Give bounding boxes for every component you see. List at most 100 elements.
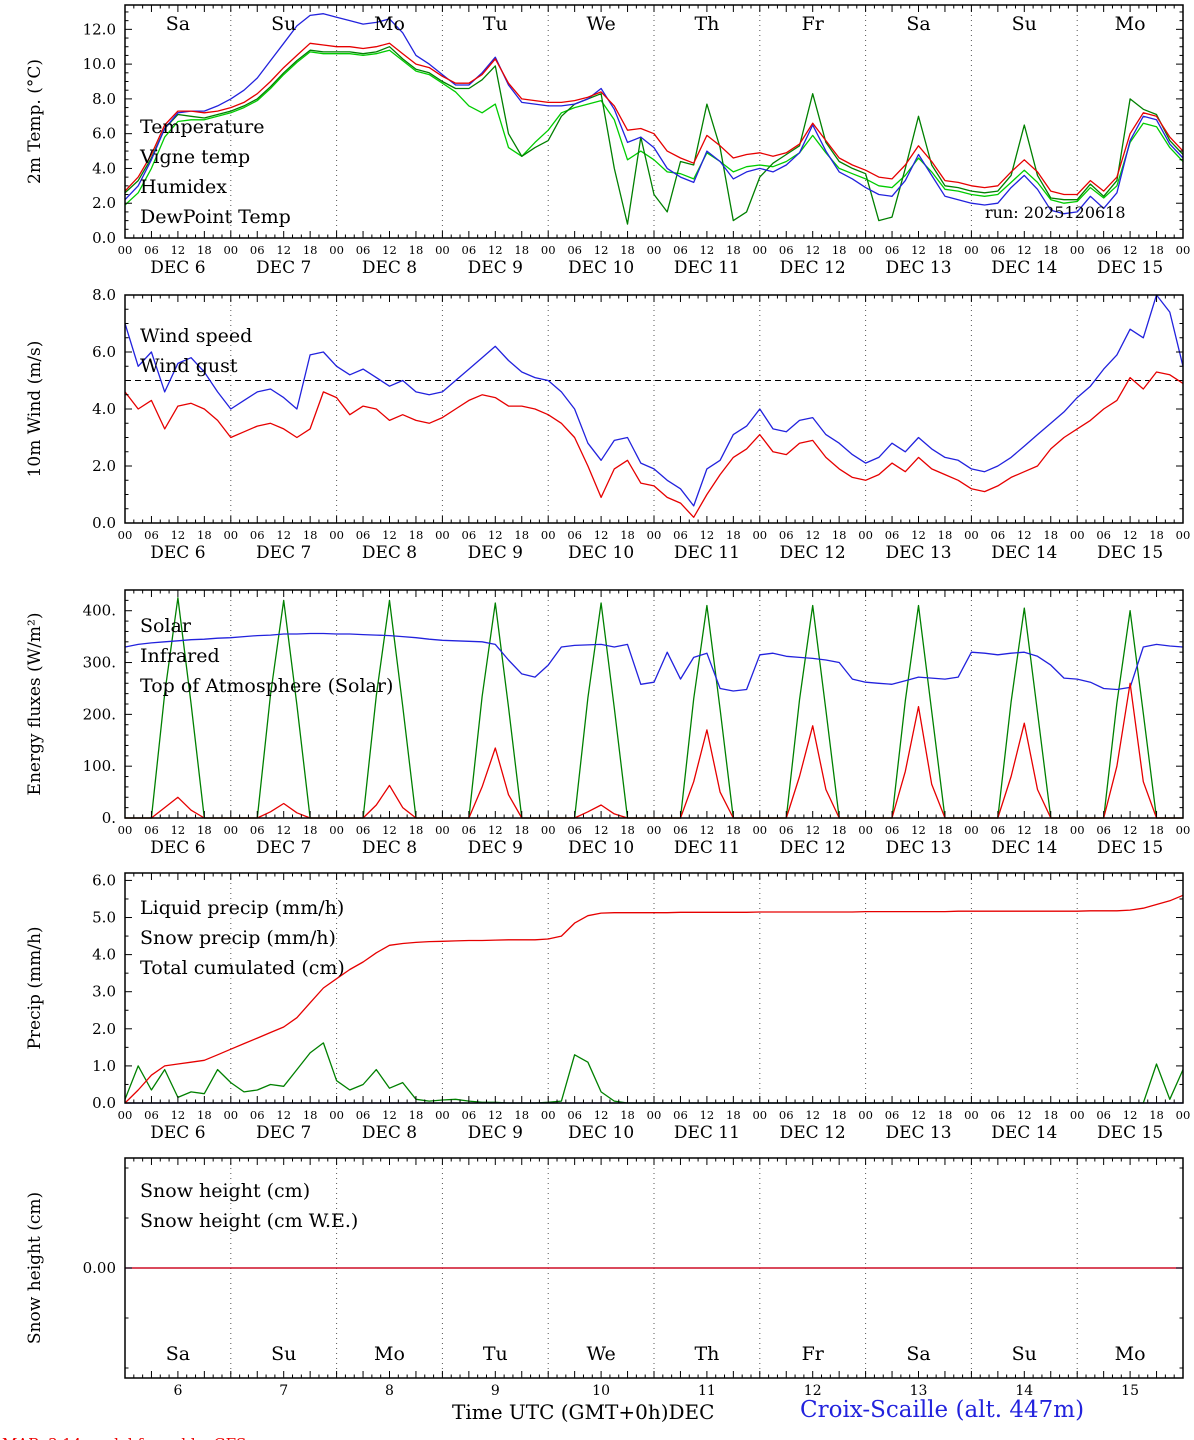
day-label: DEC 9: [468, 1123, 523, 1143]
day-label: DEC 15: [1097, 838, 1163, 858]
panel-wind: 0.0 2.0 4.0 6.0 8.0 00 06 12 18 00 06 12 18 00 06 12 18 0…: [25, 286, 1190, 563]
time-axis-title: Time UTC (GMT+0h)DEC: [452, 1400, 714, 1424]
day-label: DEC 6: [150, 1123, 205, 1143]
y-tick-label: 0.0: [92, 1094, 116, 1112]
hour-label: 12: [171, 528, 186, 542]
hour-label: 18: [832, 243, 847, 257]
hour-label: 18: [726, 528, 741, 542]
hour-label: 18: [1043, 528, 1058, 542]
y-axis-title: 2m Temp. (°C): [25, 59, 45, 184]
hour-label: 00: [329, 823, 344, 837]
hour-label: 00: [647, 243, 662, 257]
hour-label: 06: [991, 528, 1006, 542]
hour-label: 12: [911, 243, 926, 257]
hour-label: 12: [1123, 823, 1138, 837]
weekday-label: Mo: [1115, 1343, 1146, 1365]
hour-label: 06: [991, 823, 1006, 837]
weekday-label: Th: [694, 13, 719, 35]
hour-label: 12: [276, 528, 291, 542]
hour-label: 18: [303, 1108, 318, 1122]
hour-label: 18: [620, 243, 635, 257]
day-label: DEC 8: [362, 1123, 417, 1143]
hour-label: 00: [752, 528, 767, 542]
day-label: DEC 14: [991, 543, 1057, 563]
day-label: DEC 8: [362, 258, 417, 278]
hour-label: 06: [779, 528, 794, 542]
hour-label: 18: [1149, 243, 1164, 257]
hour-label: 06: [567, 823, 582, 837]
hour-label: 00: [1070, 1108, 1085, 1122]
hour-label: 18: [409, 243, 424, 257]
y-tick-label: 12.0: [83, 20, 116, 38]
hour-label: 00: [329, 243, 344, 257]
legend-top-of-atmosphere-solar: Top of Atmosphere (Solar): [140, 675, 393, 697]
hour-label: 00: [752, 1108, 767, 1122]
weekday-label: Fr: [802, 13, 825, 35]
time-axis-title-text: Time UTC (GMT+0h): [452, 1400, 669, 1424]
weekday-label: Su: [1012, 13, 1037, 35]
hour-label: 12: [382, 528, 397, 542]
y-tick-label: 2.0: [92, 457, 116, 475]
day-label: DEC 10: [568, 838, 634, 858]
hour-label: 12: [805, 243, 820, 257]
hour-label: 06: [144, 528, 159, 542]
y-tick-label: 400.: [83, 602, 116, 620]
hour-label: 12: [805, 528, 820, 542]
hour-label: 00: [329, 1108, 344, 1122]
hour-label: 06: [673, 528, 688, 542]
hour-label: 12: [488, 823, 503, 837]
series-total-cumulated: [124, 894, 1184, 1104]
y-tick-label: 6.0: [92, 871, 116, 889]
day-number-label: 7: [279, 1383, 288, 1399]
plot-frame: [124, 589, 1184, 819]
hour-label: 00: [858, 1108, 873, 1122]
hour-label: 12: [594, 1108, 609, 1122]
hour-label: 00: [118, 528, 133, 542]
hour-label: 06: [779, 1108, 794, 1122]
hour-label: 06: [250, 528, 265, 542]
day-label: DEC 13: [885, 1123, 951, 1143]
day-number-label: 13: [910, 1383, 928, 1399]
hour-label: 18: [409, 528, 424, 542]
hour-label: 06: [1096, 823, 1111, 837]
hour-label: 18: [620, 823, 635, 837]
hour-label: 06: [885, 1108, 900, 1122]
weekday-label: Su: [271, 13, 296, 35]
hour-label: 18: [409, 823, 424, 837]
hour-label: 12: [594, 528, 609, 542]
hour-label: 00: [964, 1108, 979, 1122]
y-tick-label: 3.0: [92, 983, 116, 1001]
day-label: DEC 13: [885, 543, 951, 563]
hour-label: 18: [620, 1108, 635, 1122]
day-number-label: 6: [173, 1383, 182, 1399]
y-tick-label: 4.0: [92, 946, 116, 964]
hour-label: 00: [752, 823, 767, 837]
legend-temperature: Temperature: [140, 116, 264, 138]
hour-label: 00: [435, 243, 450, 257]
hour-label: 06: [673, 823, 688, 837]
series-infrared: [124, 632, 1184, 692]
day-label: DEC 12: [780, 258, 846, 278]
hour-label: 00: [118, 823, 133, 837]
hour-label: 00: [223, 823, 238, 837]
series-wind-gust: [124, 294, 1184, 507]
hour-label: 18: [832, 528, 847, 542]
hour-label: 00: [1176, 243, 1191, 257]
hour-label: 18: [726, 243, 741, 257]
model-credit: MARv3.14 model forced by GFS (c) Lab. of…: [2, 1394, 328, 1440]
y-tick-label: 5.0: [92, 909, 116, 927]
day-label: DEC 11: [674, 1123, 740, 1143]
day-label: DEC 9: [468, 838, 523, 858]
day-label: DEC 7: [256, 1123, 311, 1143]
hour-label: 18: [197, 243, 212, 257]
hour-label: 12: [700, 1108, 715, 1122]
day-number-label: 10: [592, 1383, 610, 1399]
day-label: DEC 13: [885, 838, 951, 858]
day-label: DEC 12: [780, 543, 846, 563]
y-tick-label: 300.: [83, 654, 116, 672]
hour-label: 06: [885, 528, 900, 542]
hour-label: 00: [118, 1108, 133, 1122]
day-label: DEC 8: [362, 838, 417, 858]
hour-label: 00: [964, 528, 979, 542]
